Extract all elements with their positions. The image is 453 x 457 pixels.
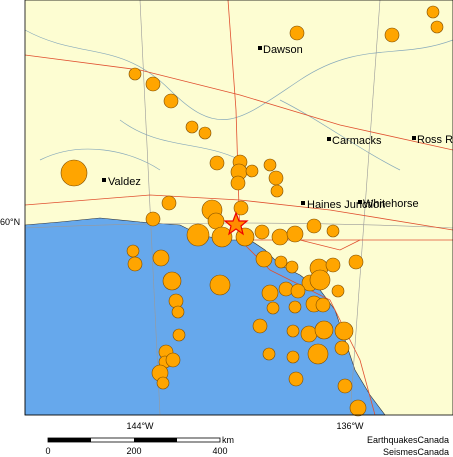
earthquake: [309, 269, 331, 291]
scale-bar: [47, 437, 221, 443]
place-label: Ross R: [417, 134, 453, 146]
earthquake: [161, 195, 177, 211]
earthquake: [288, 300, 302, 314]
earthquake: [145, 211, 161, 227]
earthquake: [128, 67, 142, 81]
earthquake: [268, 170, 284, 186]
scale-tick-label: 0: [45, 446, 50, 456]
place-label: Carmacks: [332, 135, 382, 147]
earthquake: [306, 218, 322, 234]
earthquake: [331, 284, 345, 298]
earthquake: [207, 212, 225, 230]
latitude-label: 60°N: [0, 217, 20, 227]
earthquake: [334, 340, 350, 356]
earthquake: [289, 25, 305, 41]
earthquake: [274, 255, 288, 269]
earthquake: [325, 257, 341, 273]
borders: [24, 0, 453, 416]
earthquakes: [60, 5, 444, 417]
earthquake: [255, 250, 273, 268]
earthquake: [286, 350, 300, 364]
place-label: Valdez: [108, 176, 141, 188]
earthquake: [384, 27, 400, 43]
earthquake: [263, 158, 277, 172]
earthquake: [186, 223, 210, 247]
earthquake: [127, 256, 143, 272]
earthquake: [126, 244, 140, 258]
longitude-label: 136°W: [336, 421, 364, 431]
longitude-label: 144°W: [126, 421, 154, 431]
earthquake: [209, 155, 225, 171]
earthquake: [315, 297, 331, 313]
rivers: [24, 29, 453, 171]
map-frame: [24, 0, 453, 416]
earthquake: [60, 159, 88, 187]
scale-unit: km: [222, 435, 234, 445]
earthquake: [233, 200, 249, 216]
earthquake: [337, 378, 353, 394]
earthquake: [211, 226, 233, 248]
scale-tick-label: 200: [126, 446, 141, 456]
earthquake: [252, 318, 268, 334]
earthquake: [286, 324, 300, 338]
earthquake: [145, 76, 161, 92]
earthquake: [266, 301, 280, 315]
earthquake: [285, 260, 299, 274]
earthquake: [261, 284, 279, 302]
place-label: Dawson: [263, 44, 303, 56]
earthquake: [426, 5, 440, 19]
earthquake: [168, 293, 184, 309]
earthquake: [209, 274, 231, 296]
earthquake: [162, 271, 182, 291]
earthquake: [271, 228, 289, 246]
earthquake: [326, 224, 340, 238]
mainshock-star: [223, 211, 249, 236]
earthquake: [230, 175, 246, 191]
earthquake: [254, 224, 270, 240]
earthquake: [334, 321, 354, 341]
earthquake: [185, 120, 199, 134]
earthquake: [286, 225, 304, 243]
earthquake: [163, 93, 179, 109]
earthquake: [349, 399, 367, 417]
earthquake: [430, 20, 444, 34]
earthquake: [262, 347, 276, 361]
credit: EarthquakesCanada: [367, 435, 449, 445]
earthquake: [171, 305, 185, 319]
earthquake: [198, 126, 212, 140]
credit: SeismesCanada: [383, 447, 449, 457]
earthquake: [245, 164, 259, 178]
place-label: Haines Junction: [307, 199, 385, 211]
earthquake: [165, 352, 181, 368]
place-label: Whitehorse: [363, 198, 419, 210]
earthquake: [288, 371, 304, 387]
earthquake: [270, 184, 284, 198]
place-markers: [102, 46, 416, 205]
earthquake: [314, 320, 334, 340]
scale-tick-label: 400: [212, 446, 227, 456]
earthquake: [278, 281, 294, 297]
earthquake: [348, 254, 364, 270]
earthquake: [172, 328, 186, 342]
earthquake: [290, 283, 306, 299]
earthquake: [300, 325, 318, 343]
earthquake: [307, 343, 329, 365]
earthquake: [152, 249, 170, 267]
earthquake: [156, 376, 170, 390]
